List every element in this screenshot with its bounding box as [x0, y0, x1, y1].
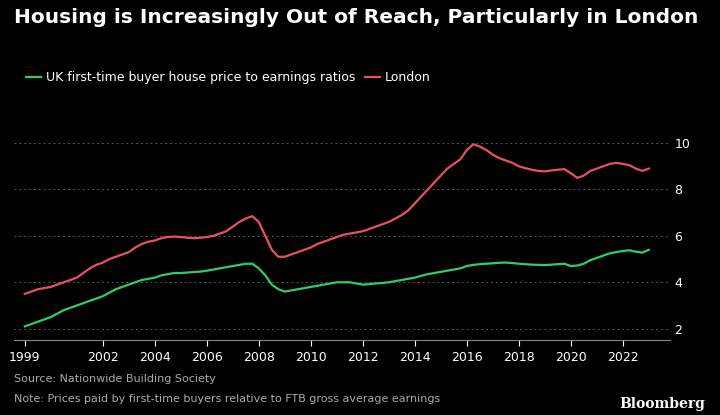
Text: Note: Prices paid by first-time buyers relative to FTB gross average earnings: Note: Prices paid by first-time buyers r…	[14, 394, 441, 404]
Text: Housing is Increasingly Out of Reach, Particularly in London: Housing is Increasingly Out of Reach, Pa…	[14, 8, 699, 27]
Text: Bloomberg: Bloomberg	[620, 397, 706, 411]
Legend: UK first-time buyer house price to earnings ratios, London: UK first-time buyer house price to earni…	[21, 66, 436, 89]
Text: Source: Nationwide Building Society: Source: Nationwide Building Society	[14, 374, 216, 383]
